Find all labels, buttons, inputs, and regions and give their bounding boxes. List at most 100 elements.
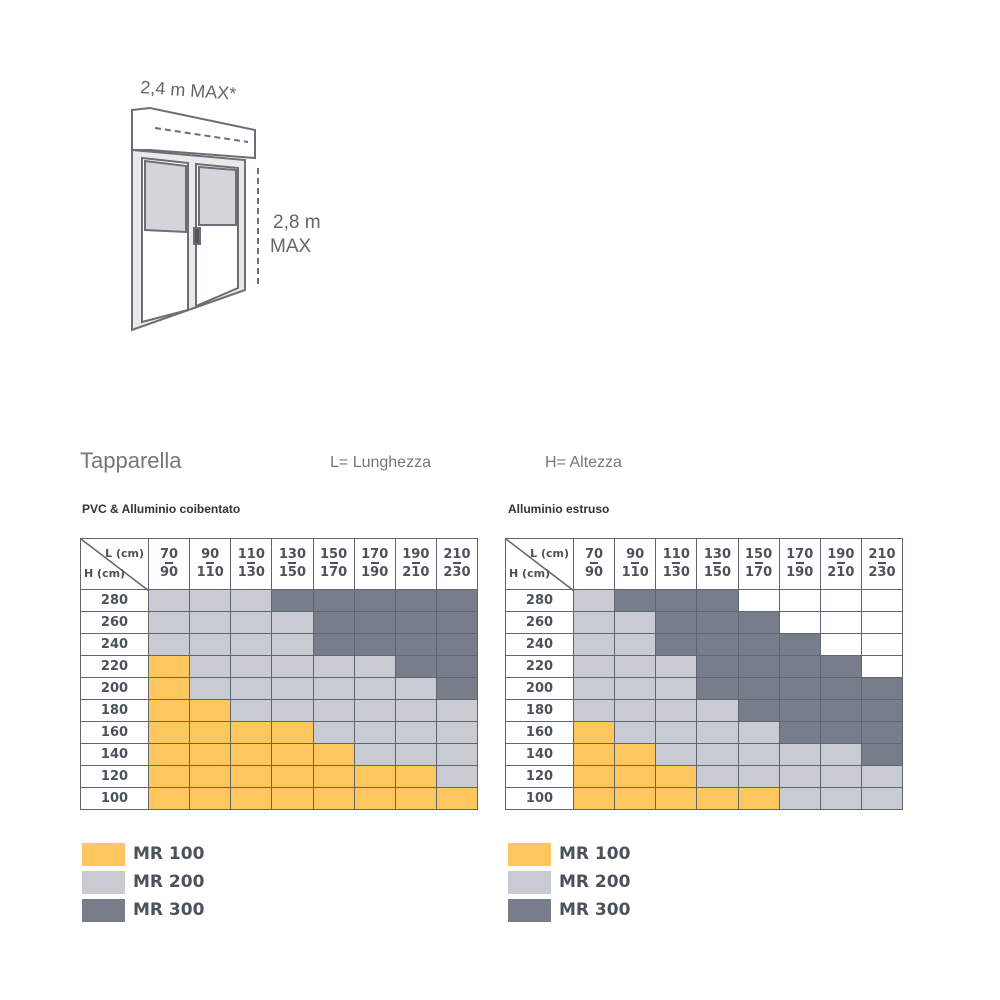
cell-mr200	[572, 655, 616, 678]
column-from: 150	[319, 547, 348, 562]
corner-cell: L (cm) H (cm)	[505, 538, 574, 591]
legend-label: MR 300	[559, 900, 631, 920]
column-header: 190 210	[819, 538, 862, 590]
cell-mr200	[435, 743, 479, 766]
cell-mr300	[435, 655, 479, 678]
cell-mr300	[737, 699, 780, 722]
legend-swatch	[82, 898, 125, 922]
cell-mr100	[312, 787, 355, 810]
cell-mr100	[353, 787, 396, 810]
range-dash	[329, 562, 338, 564]
cell-none	[860, 611, 904, 634]
range-dash	[288, 562, 297, 564]
cell-mr300	[696, 655, 739, 678]
column-from: 130	[703, 547, 731, 562]
column-to: 190	[786, 565, 814, 580]
table-row: 140	[80, 743, 479, 766]
cell-mr200	[353, 677, 396, 700]
row-header: 180	[80, 699, 149, 722]
table-row: 180	[80, 699, 479, 722]
cell-mr300	[778, 633, 821, 656]
cell-mr300	[312, 589, 355, 612]
cell-mr300	[435, 677, 479, 700]
cell-mr300	[860, 743, 904, 766]
cell-mr100	[271, 787, 314, 810]
cell-mr200	[230, 589, 273, 612]
cell-mr200	[819, 787, 862, 810]
cell-mr200	[696, 743, 739, 766]
cell-mr200	[189, 589, 232, 612]
legend-item: MR 300	[82, 896, 204, 924]
cell-mr300	[435, 589, 479, 612]
cell-mr100	[614, 743, 657, 766]
cell-mr200	[655, 721, 698, 744]
cell-mr100	[189, 743, 232, 766]
legend-label: MR 200	[559, 872, 631, 892]
range-dash	[713, 562, 722, 564]
cell-mr300	[312, 611, 355, 634]
cell-mr100	[147, 721, 191, 744]
cell-mr100	[572, 743, 616, 766]
cell-mr300	[860, 721, 904, 744]
row-header: 240	[505, 633, 574, 656]
row-header: 260	[80, 611, 149, 634]
row-header: 120	[505, 765, 574, 788]
row-header: 160	[505, 721, 574, 744]
cell-mr200	[394, 743, 437, 766]
column-from: 170	[786, 547, 814, 562]
cell-mr200	[737, 743, 780, 766]
column-header: 70 90	[147, 538, 191, 590]
table-row: 200	[505, 677, 904, 700]
cell-mr200	[572, 699, 616, 722]
cell-mr200	[860, 787, 904, 810]
column-to: 130	[662, 565, 690, 580]
corner-h-label: H (cm)	[84, 567, 126, 580]
column-to: 110	[621, 565, 649, 580]
cell-mr300	[860, 699, 904, 722]
column-to: 150	[703, 565, 731, 580]
header-row: L (cm) H (cm) 70 90 90 110 110 130 130 150 150 170 1…	[505, 538, 904, 591]
column-header: 210 230	[435, 538, 479, 590]
cell-mr200	[435, 721, 479, 744]
legend-swatch	[508, 898, 551, 922]
cell-mr100	[271, 743, 314, 766]
size-table-pvc: L (cm) H (cm) 70 90 90 110 110 130 130 150 150 170 1…	[80, 538, 479, 810]
cell-mr200	[435, 765, 479, 788]
cell-mr100	[614, 765, 657, 788]
cell-none	[860, 589, 904, 612]
cell-mr100	[147, 677, 191, 700]
range-dash	[411, 562, 420, 564]
diagonal-line	[506, 539, 574, 591]
cell-mr200	[614, 699, 657, 722]
cell-mr100	[312, 765, 355, 788]
column-header: 90 110	[189, 538, 232, 590]
cell-mr200	[737, 721, 780, 744]
column-to: 190	[361, 565, 389, 580]
cell-mr300	[696, 677, 739, 700]
cell-mr300	[655, 633, 698, 656]
range-dash	[836, 562, 845, 564]
row-header: 220	[505, 655, 574, 678]
column-header: 90 110	[614, 538, 657, 590]
legend-item: MR 100	[508, 840, 630, 868]
legend-item: MR 200	[82, 868, 204, 896]
cell-mr200	[819, 765, 862, 788]
legend-swatch	[508, 870, 551, 894]
cell-mr200	[655, 655, 698, 678]
cell-mr200	[353, 655, 396, 678]
column-header: 150 170	[737, 538, 780, 590]
cell-mr200	[271, 655, 314, 678]
cell-mr200	[435, 699, 479, 722]
cell-mr300	[271, 589, 314, 612]
column-to: 150	[278, 565, 306, 580]
cell-mr200	[614, 721, 657, 744]
cell-mr100	[696, 787, 739, 810]
cell-mr300	[778, 677, 821, 700]
cell-mr200	[230, 633, 273, 656]
cell-mr300	[819, 699, 862, 722]
cell-mr300	[778, 655, 821, 678]
column-header: 130 150	[696, 538, 739, 590]
legend-label: MR 200	[133, 872, 205, 892]
cell-mr300	[435, 611, 479, 634]
table-row: 100	[80, 787, 479, 810]
